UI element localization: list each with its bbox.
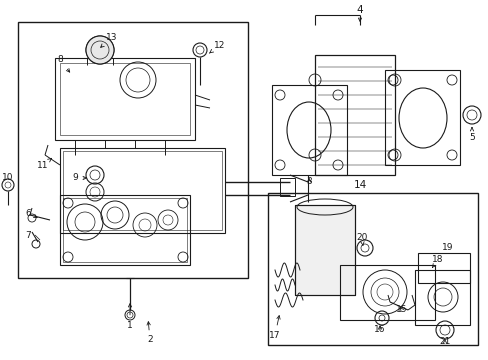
Text: 7: 7 xyxy=(25,230,31,239)
Bar xyxy=(18,22,247,278)
Text: 18: 18 xyxy=(431,256,443,267)
Bar xyxy=(60,63,190,135)
Text: 21: 21 xyxy=(438,338,450,346)
Text: 19: 19 xyxy=(441,243,453,252)
Bar xyxy=(414,270,469,325)
Bar xyxy=(384,70,459,165)
Text: 11: 11 xyxy=(37,158,52,170)
Text: 3: 3 xyxy=(305,177,311,186)
Bar xyxy=(339,265,434,320)
Circle shape xyxy=(86,36,114,64)
Bar xyxy=(417,253,469,283)
Bar xyxy=(271,85,346,175)
Text: 16: 16 xyxy=(373,325,385,334)
Bar xyxy=(294,205,354,295)
Text: 6: 6 xyxy=(25,208,37,217)
Bar xyxy=(60,195,190,265)
Bar xyxy=(63,198,186,262)
Bar xyxy=(55,58,195,140)
Text: 5: 5 xyxy=(468,127,474,143)
Text: 12: 12 xyxy=(209,40,225,53)
Text: 20: 20 xyxy=(356,234,367,246)
Text: 2: 2 xyxy=(147,322,153,345)
Text: 14: 14 xyxy=(353,180,366,190)
Bar xyxy=(63,151,222,230)
Text: 1: 1 xyxy=(127,304,133,329)
Text: 13: 13 xyxy=(101,32,118,48)
Bar xyxy=(280,178,294,196)
Text: 17: 17 xyxy=(269,316,280,339)
Bar xyxy=(314,55,394,175)
Bar xyxy=(294,205,354,295)
Text: 8: 8 xyxy=(57,55,70,72)
Bar xyxy=(267,193,477,345)
Text: 4: 4 xyxy=(356,5,363,15)
Text: 9: 9 xyxy=(72,174,86,183)
Text: 10: 10 xyxy=(2,174,14,183)
Bar xyxy=(60,148,224,233)
Text: 15: 15 xyxy=(395,306,407,315)
